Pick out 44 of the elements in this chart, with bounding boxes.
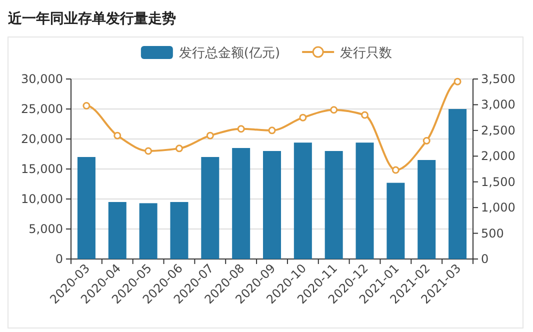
bar xyxy=(170,202,188,259)
point xyxy=(422,136,430,144)
y2-tick-label: 1,000 xyxy=(481,200,516,215)
point xyxy=(237,125,245,133)
y2-tick-label: 2,500 xyxy=(481,123,516,138)
y-tick-label: 5,000 xyxy=(28,222,63,236)
y-tick-label: 0 xyxy=(55,252,63,266)
y-tick-label: 15,000 xyxy=(21,162,63,176)
point xyxy=(82,102,90,110)
point xyxy=(206,132,214,140)
bar xyxy=(108,202,126,259)
y-tick-label: 20,000 xyxy=(21,132,63,146)
point xyxy=(392,166,400,174)
point xyxy=(330,106,338,114)
y2-tick-label: 1,500 xyxy=(481,174,516,189)
y2-tick-label: 3,500 xyxy=(481,72,516,86)
point xyxy=(175,144,183,152)
point xyxy=(268,126,276,134)
bar xyxy=(232,148,250,259)
point xyxy=(144,147,152,155)
y-tick-label: 25,000 xyxy=(21,102,63,116)
point xyxy=(114,132,122,140)
legend-label: 发行只数 xyxy=(340,46,392,61)
legend-label: 发行总金额(亿元) xyxy=(178,46,280,61)
y2-tick-label: 2,000 xyxy=(481,149,516,164)
bar xyxy=(448,109,467,259)
bar xyxy=(356,142,374,259)
point xyxy=(361,111,369,119)
bar xyxy=(294,142,312,259)
bar xyxy=(386,182,405,259)
bar xyxy=(139,203,158,259)
bar xyxy=(201,157,220,259)
point xyxy=(454,78,462,86)
bar xyxy=(263,151,281,259)
y-tick-label: 10,000 xyxy=(21,192,63,206)
y2-tick-label: 0 xyxy=(481,252,489,266)
y-tick-label: 30,000 xyxy=(21,72,63,86)
bar xyxy=(418,160,436,259)
y2-tick-label: 3,000 xyxy=(481,98,516,112)
y2-tick-label: 500 xyxy=(481,226,504,240)
bar xyxy=(77,157,96,259)
chart-title: 近一年同业存单发行量走势 xyxy=(7,10,176,27)
point xyxy=(299,114,307,122)
bar xyxy=(324,151,343,259)
